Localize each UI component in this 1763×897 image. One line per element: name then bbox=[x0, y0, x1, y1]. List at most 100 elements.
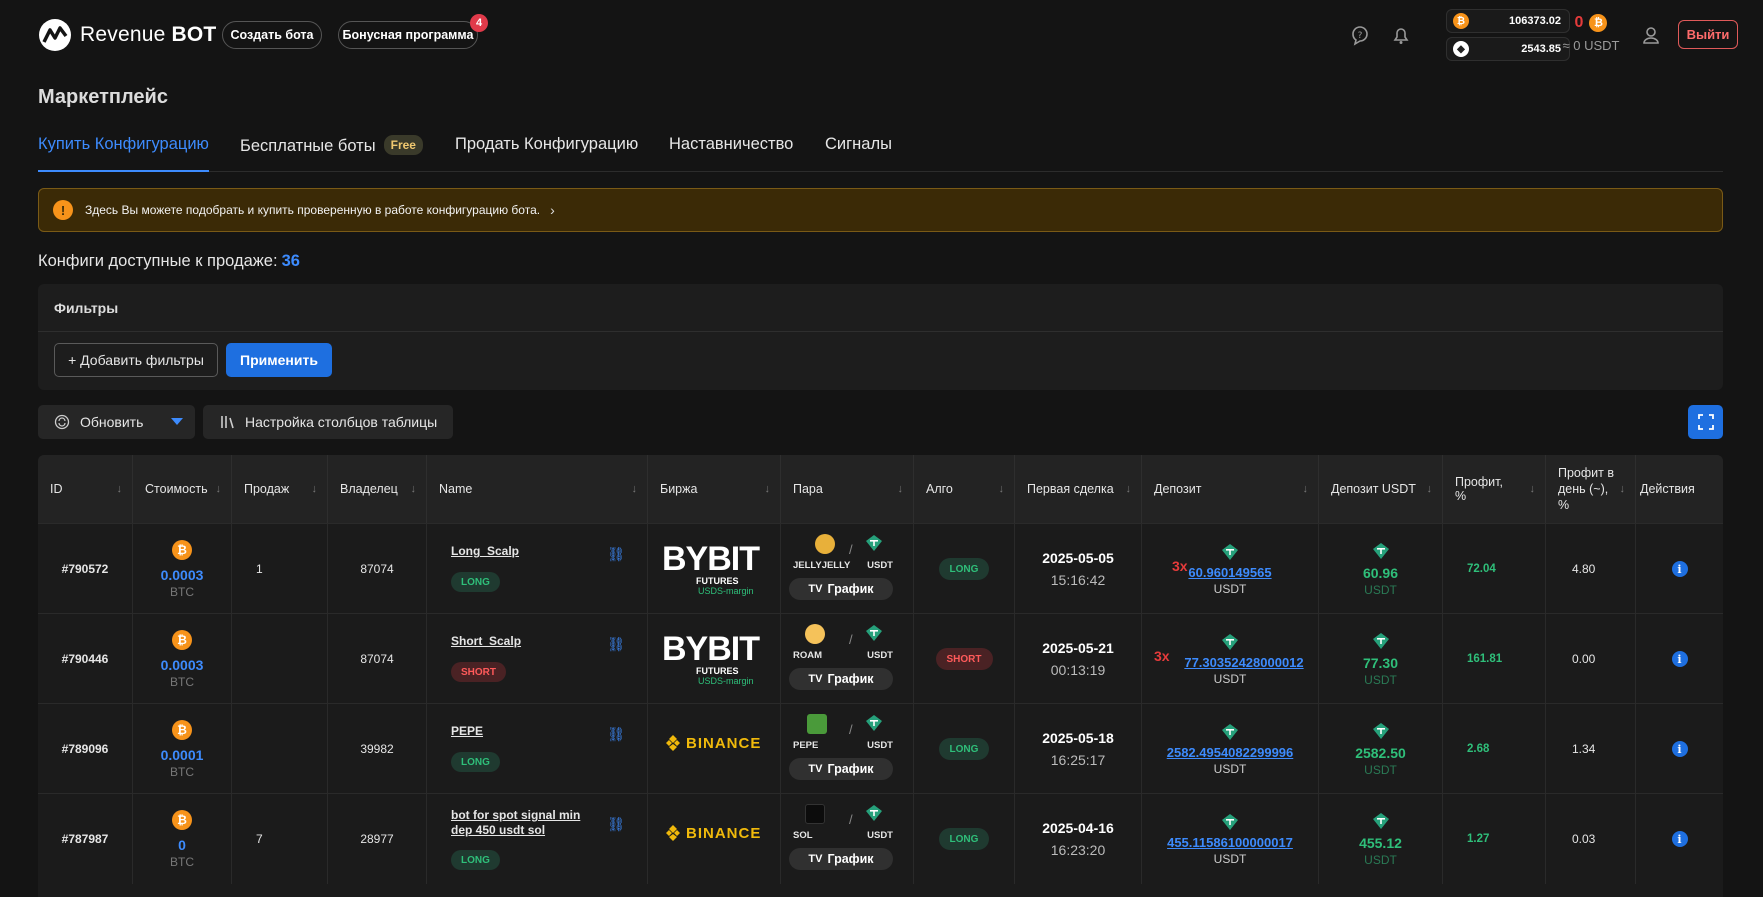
cell-algo: LONG bbox=[914, 704, 1015, 794]
sort-icon[interactable]: ↓ bbox=[116, 483, 123, 495]
cell-deposit-usdt: 455.12 USDT bbox=[1319, 794, 1443, 884]
cell-owner: 39982 bbox=[328, 704, 427, 794]
create-bot-button[interactable]: Создать бота bbox=[222, 21, 322, 49]
column-header-exchange[interactable]: Биржа ↓ bbox=[648, 455, 781, 523]
info-alert[interactable]: ! Здесь Вы можете подобрать и купить про… bbox=[38, 188, 1723, 232]
sort-icon[interactable]: ↓ bbox=[764, 483, 771, 495]
table-row[interactable]: #790446 ₿ 0.0003 BTC 87074 Short_Scalp ⛓… bbox=[38, 613, 1723, 704]
header-label: Первая сделка bbox=[1027, 482, 1114, 496]
link-icon[interactable]: ⛓ bbox=[607, 726, 625, 742]
logout-button[interactable]: Выйти bbox=[1678, 20, 1738, 49]
sort-icon[interactable]: ↓ bbox=[897, 483, 904, 495]
column-header-profit-day[interactable]: Профит в день (~), % ↓ bbox=[1546, 455, 1636, 523]
config-name-link[interactable]: bot for spot signal min dep 450 usdt sol bbox=[451, 808, 581, 837]
column-header-owner[interactable]: Владелец ↓ bbox=[328, 455, 427, 523]
config-name-link[interactable]: PEPE bbox=[451, 724, 484, 738]
tab-mentorship[interactable]: Наставничество bbox=[669, 135, 794, 153]
column-header-profit[interactable]: Профит, % ↓ bbox=[1443, 455, 1546, 523]
config-name-link[interactable]: Long_Scalp bbox=[451, 544, 520, 558]
column-header-cost[interactable]: Стоимость ↓ bbox=[133, 455, 232, 523]
link-icon[interactable]: ⛓ bbox=[607, 636, 625, 652]
chart-button[interactable]: TV График bbox=[789, 758, 893, 780]
deposit-link[interactable]: 2582.4954082299996 bbox=[1166, 744, 1294, 760]
link-icon[interactable]: ⛓ bbox=[607, 816, 625, 832]
columns-settings-button[interactable]: Настройка столбцов таблицы bbox=[203, 405, 453, 439]
bonus-program-button[interactable]: Бонусная программа bbox=[338, 21, 478, 49]
sort-icon[interactable]: ↓ bbox=[311, 483, 318, 495]
deposit-link[interactable]: 60.960149565 bbox=[1188, 564, 1272, 580]
info-icon[interactable]: i bbox=[1671, 831, 1688, 847]
config-name-link[interactable]: Short_Scalp bbox=[451, 634, 522, 648]
refresh-button[interactable]: Обновить bbox=[38, 405, 195, 439]
pair-separator: / bbox=[849, 722, 853, 737]
configs-count: Конфиги доступные к продаже: 36 bbox=[38, 252, 300, 271]
sort-icon[interactable]: ↓ bbox=[1426, 483, 1433, 495]
sort-icon[interactable]: ↓ bbox=[1529, 483, 1536, 495]
sort-icon[interactable]: ↓ bbox=[998, 483, 1005, 495]
info-icon[interactable]: i bbox=[1671, 741, 1688, 757]
sort-icon[interactable]: ↓ bbox=[410, 483, 417, 495]
support-icon[interactable]: ? bbox=[1349, 24, 1371, 46]
cell-exchange: BYBIT FUTURES USDS-margin bbox=[648, 614, 781, 704]
owner-value: 28977 bbox=[360, 832, 394, 846]
tab-free-bots[interactable]: Бесплатные боты Free bbox=[240, 135, 423, 172]
pair-icons: / bbox=[791, 712, 891, 752]
table-row[interactable]: #789096 ₿ 0.0001 BTC 39982 PEPE ⛓ LONG B… bbox=[38, 703, 1723, 794]
table-row[interactable]: #790572 ₿ 0.0003 BTC 1 87074 Long_Scalp … bbox=[38, 523, 1723, 614]
chart-label: График bbox=[827, 852, 874, 866]
sales-value: 7 bbox=[256, 832, 263, 846]
first-trade-time: 16:23:20 bbox=[1050, 842, 1106, 858]
table-row[interactable]: #787987 ₿ 0 BTC 7 28977 bot for spot sig… bbox=[38, 793, 1723, 884]
logo[interactable]: Revenue BOT bbox=[38, 18, 216, 52]
algo-badge: LONG bbox=[938, 738, 990, 760]
info-icon[interactable]: i bbox=[1671, 561, 1688, 577]
header-label: Пара bbox=[793, 482, 823, 496]
tab-buy-config[interactable]: Купить Конфигурацию bbox=[38, 135, 209, 172]
add-filters-button[interactable]: + Добавить фильтры bbox=[54, 343, 218, 377]
usdt-icon bbox=[866, 715, 882, 731]
fullscreen-button[interactable] bbox=[1688, 405, 1723, 439]
usdt-balance[interactable]: 0 ₿ ≈ 0 USDT bbox=[1556, 14, 1626, 53]
column-header-id[interactable]: ID ↓ bbox=[38, 455, 133, 523]
deposit-link[interactable]: 77.30352428000012 bbox=[1184, 654, 1304, 670]
column-header-sales[interactable]: Продаж ↓ bbox=[232, 455, 328, 523]
deposit-currency: USDT bbox=[1213, 671, 1247, 686]
sort-icon[interactable]: ↓ bbox=[1619, 483, 1626, 495]
pair-quote: USDT bbox=[867, 560, 893, 571]
chart-button[interactable]: TV График bbox=[789, 668, 893, 690]
refresh-dropdown-icon[interactable] bbox=[171, 418, 183, 425]
apply-button[interactable]: Применить bbox=[226, 343, 332, 377]
column-header-name[interactable]: Name ↓ bbox=[427, 455, 648, 523]
deposit-currency: USDT bbox=[1213, 761, 1247, 776]
roam-icon bbox=[805, 624, 825, 644]
chart-button[interactable]: TV График bbox=[789, 848, 893, 870]
warning-icon: ! bbox=[53, 200, 73, 220]
chart-button[interactable]: TV График bbox=[789, 578, 893, 600]
profit-day-value: 4.80 bbox=[1572, 562, 1596, 576]
column-header-deposit[interactable]: Депозит ↓ bbox=[1142, 455, 1319, 523]
bybit-subtitle-2: USDS-margin bbox=[698, 676, 754, 686]
tab-signals[interactable]: Сигналы bbox=[825, 135, 892, 153]
tab-sell-config[interactable]: Продать Конфигурацию bbox=[455, 135, 639, 153]
cell-profit-day: 4.80 bbox=[1546, 524, 1636, 614]
sort-icon[interactable]: ↓ bbox=[1125, 483, 1132, 495]
info-icon[interactable]: i bbox=[1671, 651, 1688, 667]
column-header-deposit-usdt[interactable]: Депозит USDT ↓ bbox=[1319, 455, 1443, 523]
column-header-pair[interactable]: Пара ↓ bbox=[781, 455, 914, 523]
deposit-usdt-currency: USDT bbox=[1364, 762, 1397, 777]
cell-algo: SHORT bbox=[914, 614, 1015, 704]
link-icon[interactable]: ⛓ bbox=[607, 546, 625, 562]
user-icon[interactable] bbox=[1640, 24, 1662, 46]
sort-icon[interactable]: ↓ bbox=[631, 483, 638, 495]
exchange-name: BINANCE bbox=[686, 824, 762, 842]
deposit-link[interactable]: 455.11586100000017 bbox=[1167, 834, 1293, 850]
column-header-first-trade[interactable]: Первая сделка ↓ bbox=[1015, 455, 1142, 523]
row-id: #789096 bbox=[61, 742, 109, 756]
cell-id: #790446 bbox=[38, 614, 133, 704]
bell-icon[interactable] bbox=[1390, 24, 1412, 46]
sort-icon[interactable]: ↓ bbox=[1302, 483, 1309, 495]
column-header-algo[interactable]: Алго ↓ bbox=[914, 455, 1015, 523]
first-trade-time: 15:16:42 bbox=[1050, 572, 1106, 588]
sort-icon[interactable]: ↓ bbox=[215, 483, 222, 495]
cell-pair: / JELLYJELLY USDT TV График bbox=[781, 524, 914, 614]
